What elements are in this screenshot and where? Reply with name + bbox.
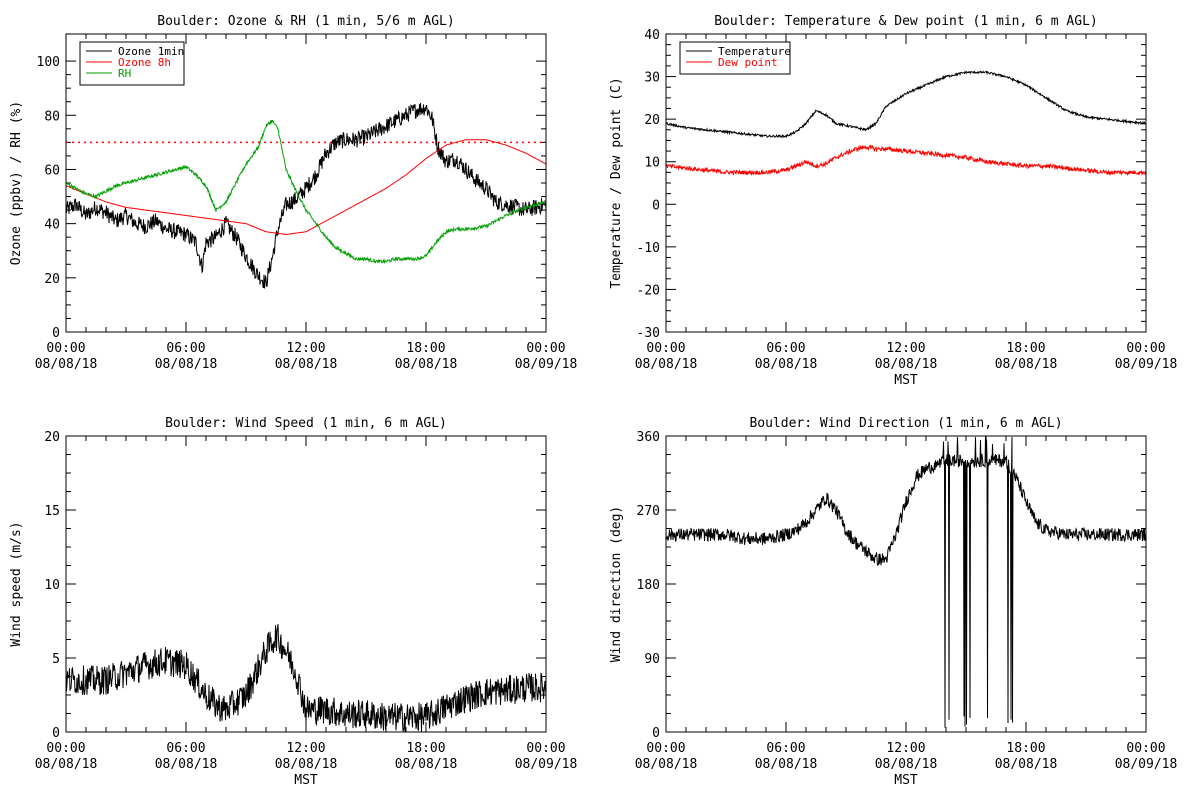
- x-tick-time-label: 00:00: [646, 341, 685, 356]
- legend-label: Temperature: [718, 45, 791, 58]
- x-tick-time-label: 12:00: [886, 741, 925, 756]
- x-axis-label: MST: [894, 373, 918, 388]
- x-tick-time-label: 18:00: [406, 741, 445, 756]
- legend-label: Ozone 8h: [118, 56, 171, 69]
- series-line-0: [65, 623, 547, 732]
- x-tick-time-label: 06:00: [766, 341, 805, 356]
- y-tick-label: 0: [652, 198, 660, 213]
- y-tick-label: 80: [44, 109, 60, 124]
- x-tick-time-label: 06:00: [166, 341, 205, 356]
- x-tick-time-label: 00:00: [1126, 741, 1165, 756]
- legend-label: Ozone 1min: [118, 45, 184, 58]
- y-tick-label: 40: [644, 28, 660, 43]
- x-tick-date-label: 08/09/18: [515, 357, 578, 372]
- x-tick-time-label: 00:00: [646, 741, 685, 756]
- x-tick-time-label: 06:00: [166, 741, 205, 756]
- chart-title: Boulder: Ozone & RH (1 min, 5/6 m AGL): [157, 14, 454, 29]
- y-axis-label: Temperature / Dew point (C): [609, 77, 624, 288]
- series-line-ozone-1min: [65, 102, 547, 289]
- series-line-ozone-8h: [65, 139, 547, 236]
- x-tick-date-label: 08/08/18: [875, 357, 938, 372]
- y-tick-label: 60: [44, 163, 60, 178]
- x-tick-time-label: 18:00: [406, 341, 445, 356]
- y-tick-label: 20: [644, 113, 660, 128]
- x-tick-time-label: 12:00: [286, 741, 325, 756]
- x-tick-time-label: 12:00: [886, 341, 925, 356]
- y-tick-label: 15: [44, 504, 60, 519]
- x-tick-date-label: 08/08/18: [635, 757, 698, 772]
- x-tick-date-label: 08/08/18: [995, 757, 1058, 772]
- x-tick-time-label: 00:00: [46, 341, 85, 356]
- y-tick-label: 360: [637, 430, 660, 445]
- series-line-0: [665, 436, 1147, 728]
- y-tick-label: -10: [637, 241, 660, 256]
- x-tick-time-label: 00:00: [46, 741, 85, 756]
- y-tick-label: 100: [37, 55, 60, 70]
- y-tick-label: 180: [637, 578, 660, 593]
- y-axis-label: Ozone (ppbv) / RH (%): [9, 101, 24, 265]
- x-tick-time-label: 18:00: [1006, 741, 1045, 756]
- x-tick-date-label: 08/08/18: [395, 357, 458, 372]
- y-tick-label: 10: [644, 156, 660, 171]
- x-tick-date-label: 08/08/18: [875, 757, 938, 772]
- x-tick-date-label: 08/09/18: [515, 757, 578, 772]
- x-tick-time-label: 00:00: [526, 741, 565, 756]
- y-tick-label: 90: [644, 652, 660, 667]
- y-tick-label: 0: [652, 726, 660, 741]
- y-tick-label: 20: [44, 272, 60, 287]
- x-tick-date-label: 08/09/18: [1115, 757, 1178, 772]
- series-line-rh: [65, 119, 547, 264]
- plot-frame: [665, 33, 1147, 333]
- x-tick-date-label: 08/08/18: [275, 357, 338, 372]
- x-tick-time-label: 06:00: [766, 741, 805, 756]
- y-tick-label: 10: [44, 578, 60, 593]
- plot-frame: [65, 33, 547, 333]
- y-tick-label: -20: [637, 283, 660, 298]
- y-tick-label: 0: [52, 326, 60, 341]
- legend-box: [79, 41, 185, 86]
- x-axis-label: MST: [894, 773, 918, 788]
- x-tick-date-label: 08/08/18: [155, 357, 218, 372]
- wind-speed-panel: Boulder: Wind Speed (1 min, 6 m AGL) Wind…: [9, 416, 577, 788]
- y-tick-label: 40: [44, 218, 60, 233]
- ozone-rh-panel: Boulder: Ozone & RH (1 min, 5/6 m AGL) Oz…: [9, 14, 577, 372]
- y-tick-label: 5: [52, 652, 60, 667]
- plot-frame: [65, 435, 547, 733]
- x-tick-time-label: 00:00: [526, 341, 565, 356]
- series-line-dew-point: [665, 144, 1147, 177]
- y-tick-label: 30: [644, 71, 660, 86]
- x-tick-date-label: 08/08/18: [275, 757, 338, 772]
- y-tick-label: 0: [52, 726, 60, 741]
- temperature-dewpoint-panel: Boulder: Temperature & Dew point (1 min,…: [609, 14, 1177, 388]
- y-tick-label: 270: [637, 504, 660, 519]
- series-line-temperature: [665, 70, 1147, 139]
- chart-title: Boulder: Wind Direction (1 min, 6 m AGL): [749, 416, 1062, 431]
- x-tick-time-label: 00:00: [1126, 341, 1165, 356]
- chart-title: Boulder: Wind Speed (1 min, 6 m AGL): [165, 416, 447, 431]
- x-tick-date-label: 08/08/18: [35, 357, 98, 372]
- x-tick-time-label: 18:00: [1006, 341, 1045, 356]
- x-tick-date-label: 08/08/18: [155, 757, 218, 772]
- legend-box: [679, 41, 791, 75]
- legend-label: Dew point: [718, 56, 778, 69]
- x-tick-date-label: 08/08/18: [995, 357, 1058, 372]
- y-tick-label: -30: [637, 326, 660, 341]
- x-tick-date-label: 08/08/18: [755, 757, 818, 772]
- x-tick-time-label: 12:00: [286, 341, 325, 356]
- y-axis-label: Wind speed (m/s): [9, 521, 24, 646]
- x-tick-date-label: 08/08/18: [35, 757, 98, 772]
- y-axis-label: Wind direction (deg): [609, 506, 624, 663]
- wind-direction-panel: Boulder: Wind Direction (1 min, 6 m AGL)…: [609, 416, 1177, 788]
- x-tick-date-label: 08/08/18: [755, 357, 818, 372]
- y-tick-label: 20: [44, 430, 60, 445]
- x-tick-date-label: 08/08/18: [635, 357, 698, 372]
- plot-frame: [665, 435, 1147, 733]
- chart-title: Boulder: Temperature & Dew point (1 min,…: [714, 14, 1098, 29]
- x-tick-date-label: 08/08/18: [395, 757, 458, 772]
- x-tick-date-label: 08/09/18: [1115, 357, 1178, 372]
- x-axis-label: MST: [294, 773, 318, 788]
- legend-label: RH: [118, 67, 131, 80]
